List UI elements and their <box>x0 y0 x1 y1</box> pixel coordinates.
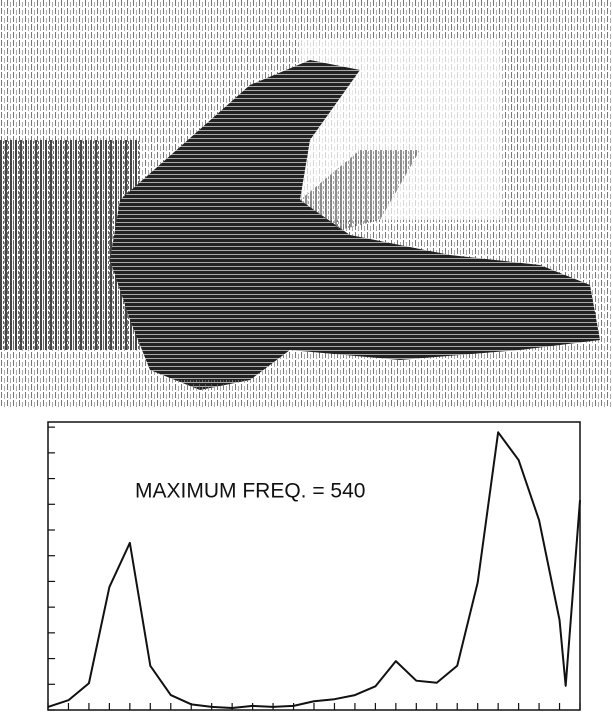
annotation: MAXIMUM FREQ. = 540 <box>135 480 365 503</box>
plot-frame <box>47 421 581 711</box>
halftone-image <box>0 0 613 408</box>
data-line <box>47 431 581 709</box>
